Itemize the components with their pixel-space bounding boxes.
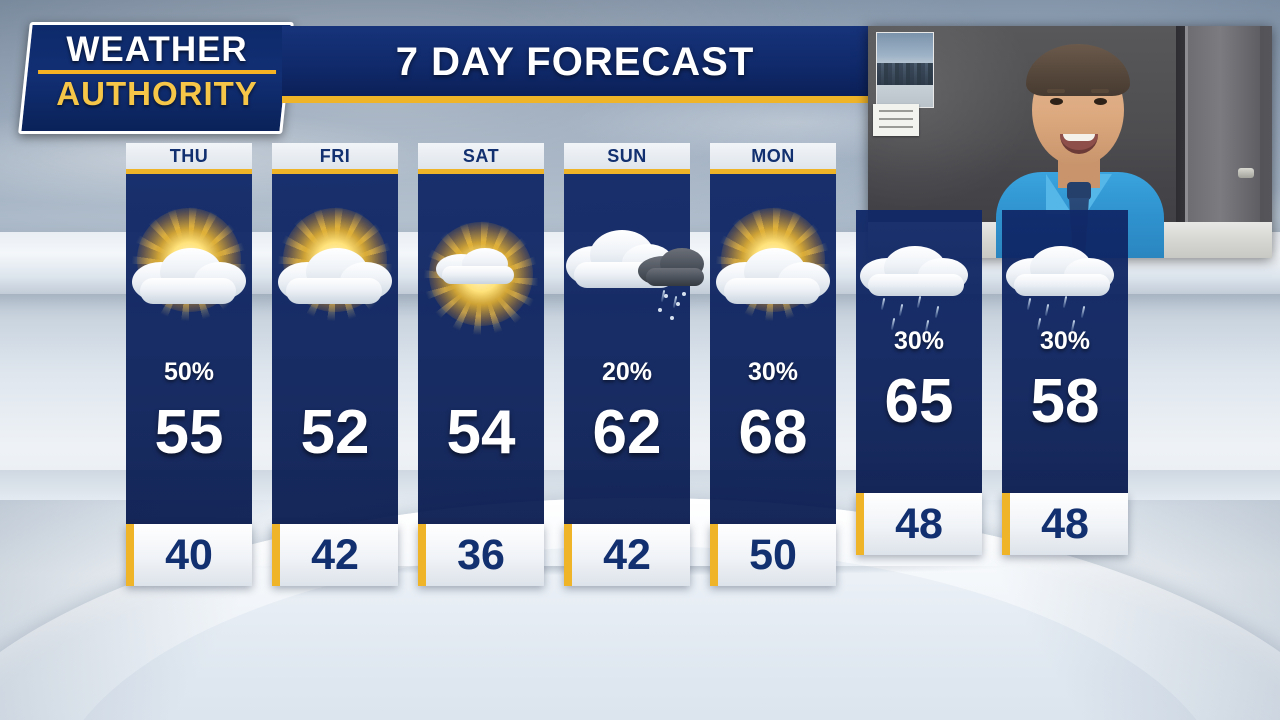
low-temp-box: 42 (564, 524, 690, 586)
low-temp-box: 48 (856, 493, 982, 555)
high-temp: 58 (1030, 367, 1100, 436)
low-temp: 42 (311, 531, 359, 579)
forecast-column-sun[interactable]: SUN (564, 143, 704, 586)
low-gold-tab (710, 524, 718, 586)
low-temp-box: 42 (272, 524, 398, 586)
low-temp: 36 (457, 531, 505, 579)
low-temp: 48 (895, 500, 943, 548)
low-gold-tab (272, 524, 280, 586)
weather-icon-sun-behind-cloud (710, 204, 836, 324)
high-temp: 55 (154, 398, 224, 467)
presenter-brow-right (1091, 89, 1109, 93)
door-handle (1238, 168, 1254, 178)
title-bar: 7 DAY FORECAST (282, 26, 868, 96)
forecast-body: 52 (272, 174, 398, 524)
day-gold-rule (564, 169, 690, 174)
door (1185, 26, 1260, 224)
low-temp: 40 (165, 531, 213, 579)
weather-icon-sun-behind-cloud (126, 204, 252, 324)
weather-icon-sun-behind-cloud (272, 204, 398, 324)
low-gold-tab (1002, 493, 1010, 555)
wall-poster (876, 32, 934, 108)
high-temp: 62 (592, 398, 662, 467)
low-temp: 50 (749, 531, 797, 579)
presenter-eye-left (1050, 98, 1063, 105)
day-gold-rule (272, 169, 398, 174)
day-gold-rule (418, 169, 544, 174)
presenter-tie-knot (1067, 182, 1091, 200)
weather-icon-cloud-with-rain (856, 222, 982, 342)
low-temp-box: 40 (126, 524, 252, 586)
day-label: MON (710, 143, 836, 169)
low-temp: 48 (1041, 500, 1089, 548)
forecast-body: 30% 68 (710, 174, 836, 524)
forecast-body: 30% 65 (856, 210, 982, 493)
forecast-column-7[interactable]: 30% 58 48 (1002, 210, 1128, 555)
precip-chance: 20% (601, 358, 653, 386)
forecast-body: 30% 58 (1002, 210, 1128, 493)
low-gold-tab (564, 524, 572, 586)
weather-icon-sun-behind-small-cloud (418, 204, 544, 336)
precip-chance: 30% (893, 327, 945, 355)
forecast-column-6[interactable]: 30% 65 48 (856, 210, 982, 555)
poster-skyline (877, 63, 933, 85)
day-label: SUN (564, 143, 690, 169)
forecast-body: 20% 62 (564, 174, 704, 524)
high-temp: 68 (738, 398, 808, 467)
high-temp: 54 (446, 398, 516, 467)
forecast-body: 54 (418, 174, 544, 524)
presenter-eye-right (1094, 98, 1107, 105)
low-temp-box: 36 (418, 524, 544, 586)
forecast-body: 50% 55 (126, 174, 252, 524)
day-gold-rule (126, 169, 252, 174)
precip-chance: 50% (163, 358, 215, 386)
low-gold-tab (126, 524, 134, 586)
day-label: SAT (418, 143, 544, 169)
low-gold-tab (418, 524, 426, 586)
low-gold-tab (856, 493, 864, 555)
day-gold-rule (710, 169, 836, 174)
weather-icon-cloud-with-rain-and-snow (564, 204, 704, 324)
forecast-column-thu[interactable]: THU 50% 55 40 (126, 143, 252, 586)
precip-chance: 30% (747, 358, 799, 386)
wall-note-paper (873, 104, 919, 136)
high-temp: 52 (300, 398, 370, 467)
presenter-brow-left (1047, 89, 1065, 93)
low-temp: 42 (603, 531, 651, 579)
forecast-column-sat[interactable]: SAT 54 36 (418, 143, 544, 586)
precip-chance: 30% (1039, 327, 1091, 355)
weather-icon-cloud-with-rain (1002, 222, 1128, 342)
low-temp-box: 48 (1002, 493, 1128, 555)
forecast-column-mon[interactable]: MON 30% 68 50 (710, 143, 836, 586)
page-title: 7 DAY FORECAST (395, 40, 755, 84)
day-label: THU (126, 143, 252, 169)
presenter-teeth (1063, 134, 1095, 141)
low-temp-box: 50 (710, 524, 836, 586)
forecast-column-fri[interactable]: FRI 52 42 (272, 143, 398, 586)
day-label: FRI (272, 143, 398, 169)
high-temp: 65 (884, 367, 954, 436)
title-gold-rule (282, 96, 868, 103)
